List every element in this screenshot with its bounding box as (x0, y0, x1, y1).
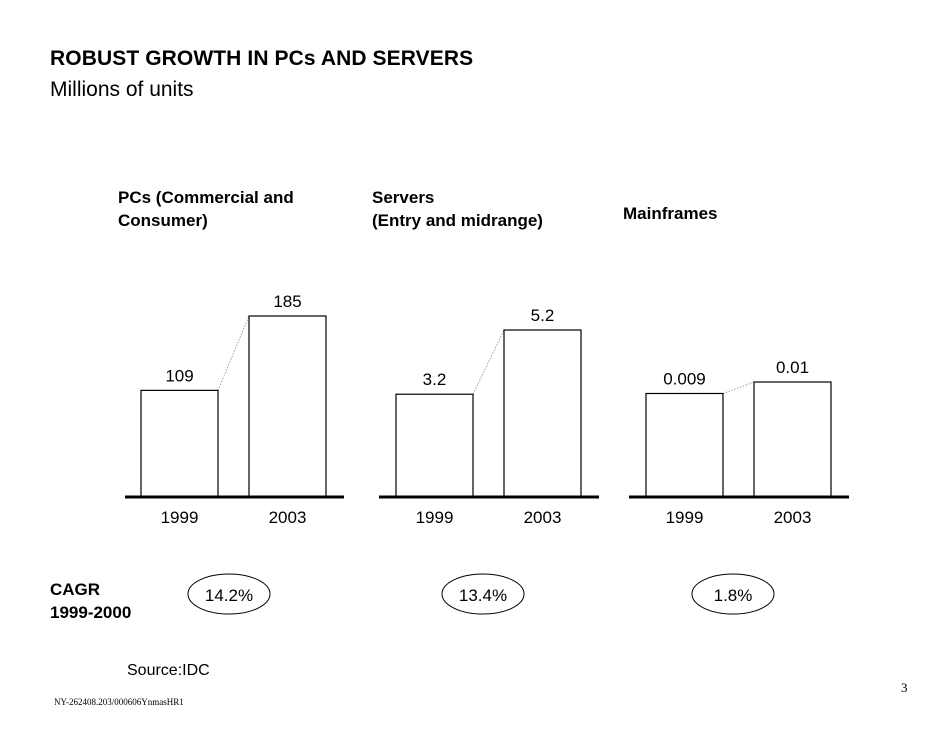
cagr-value-pcs: 14.2% (205, 586, 253, 605)
connector-line-mainframes (722, 381, 755, 394)
cagr-ellipse-servers (441, 573, 525, 615)
chart-title-servers-line2: (Entry and midrange) (372, 211, 543, 230)
chart-title-servers: Servers (Entry and midrange) (372, 186, 543, 232)
x-tick-label-mainframes-2003: 2003 (774, 508, 812, 527)
value-label-servers-2003: 5.2 (531, 306, 555, 325)
chart-title-pcs-line2: Consumer) (118, 211, 208, 230)
value-label-pcs-2003: 185 (273, 292, 301, 311)
document-id: NY-262408.203/000606YnmasHR1 (54, 697, 184, 707)
page-subtitle: Millions of units (50, 78, 194, 101)
connector-line-servers (472, 329, 505, 395)
chart-title-pcs: PCs (Commercial and Consumer) (118, 186, 294, 232)
cagr-label: CAGR 1999-2000 (50, 578, 131, 624)
x-tick-label-pcs-2003: 2003 (269, 508, 307, 527)
bar-mainframes-1999 (645, 392, 724, 498)
bar-servers-1999 (395, 393, 474, 498)
x-tick-label-mainframes-1999: 1999 (666, 508, 704, 527)
cagr-ellipse-pcs (187, 573, 271, 615)
cagr-value-mainframes: 1.8% (714, 586, 753, 605)
x-tick-label-servers-1999: 1999 (416, 508, 454, 527)
source-note: Source:IDC (127, 662, 210, 679)
x-tick-label-servers-2003: 2003 (524, 508, 562, 527)
value-label-servers-1999: 3.2 (423, 370, 447, 389)
cagr-value-servers: 13.4% (459, 586, 507, 605)
x-tick-label-pcs-1999: 1999 (161, 508, 199, 527)
cagr-ellipse-mainframes (691, 573, 775, 615)
bar-pcs-1999 (140, 389, 219, 498)
value-label-mainframes-1999: 0.009 (663, 370, 706, 389)
connector-line-pcs (217, 315, 250, 391)
page-number: 3 (901, 680, 908, 695)
chart-title-mainframes: Mainframes (623, 202, 717, 225)
value-label-pcs-1999: 109 (165, 366, 193, 385)
page-title: ROBUST GROWTH IN PCs AND SERVERS (50, 47, 474, 70)
bar-servers-2003 (503, 329, 582, 498)
chart-title-pcs-line1: PCs (Commercial and (118, 188, 294, 207)
chart-title-servers-line1: Servers (372, 188, 435, 207)
chart-title-mainframes-line1: Mainframes (623, 204, 718, 223)
bar-pcs-2003 (248, 315, 327, 498)
cagr-label-line1: CAGR (50, 580, 101, 599)
bar-mainframes-2003 (753, 381, 832, 498)
value-label-mainframes-2003: 0.01 (776, 358, 809, 377)
cagr-label-line2: 1999-2000 (50, 603, 132, 622)
